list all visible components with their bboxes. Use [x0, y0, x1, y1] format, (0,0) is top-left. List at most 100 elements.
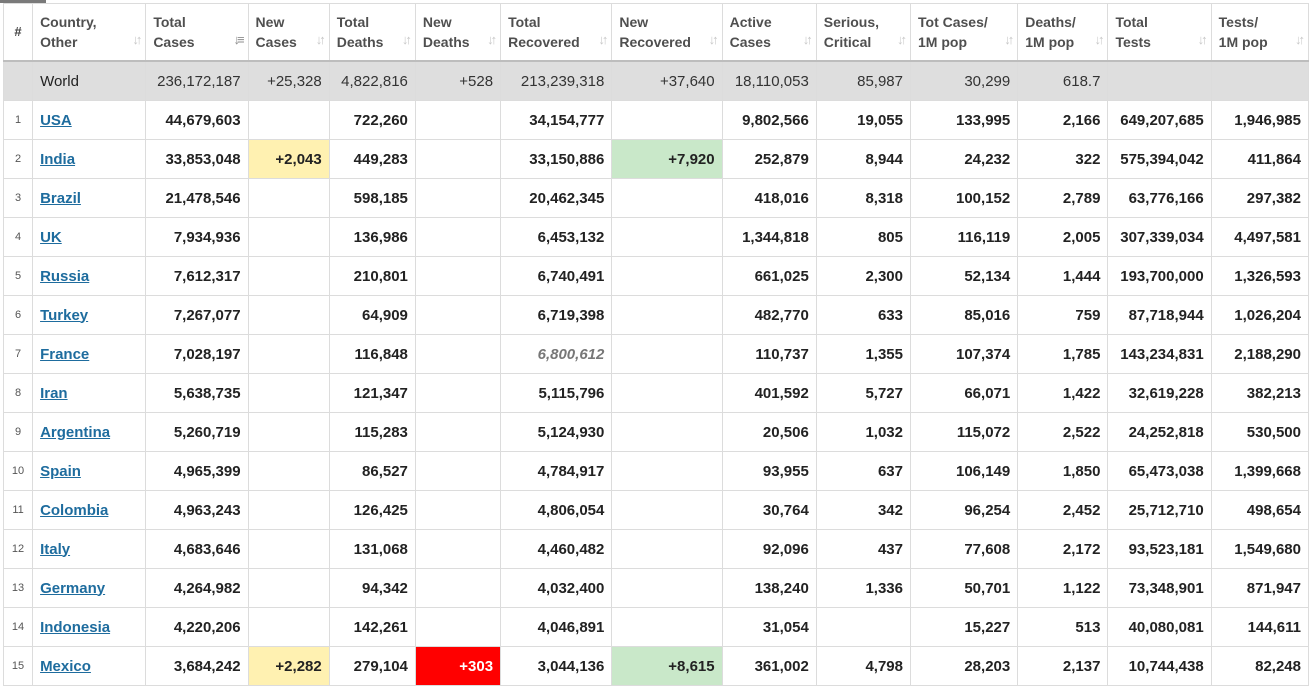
total-recovered-cell: 4,032,400 — [500, 568, 613, 608]
country-link[interactable]: Russia — [40, 267, 90, 285]
column-header-total-tests[interactable]: Total Tests ↓↑ — [1107, 3, 1212, 62]
country-link[interactable]: Indonesia — [40, 618, 111, 636]
sort-both-icon[interactable]: ↓↑ — [897, 32, 907, 47]
tests-per-1m-cell: 82,248 — [1210, 646, 1309, 686]
total-tests-cell: 65,473,038 — [1107, 451, 1212, 491]
country-cell: USA — [32, 100, 147, 140]
total-cases-cell: 3,684,242 — [145, 646, 249, 686]
total-cases-cell: 7,612,317 — [145, 256, 249, 296]
column-header-new-deaths[interactable]: New Deaths ↓↑ — [414, 3, 502, 62]
deaths-per-1m-cell: 2,172 — [1017, 529, 1109, 569]
country-link[interactable]: Germany — [40, 579, 106, 597]
column-header-deaths-per-1m[interactable]: Deaths/1M pop ↓↑ — [1017, 3, 1109, 62]
country-link[interactable]: India — [40, 150, 76, 168]
sort-both-icon[interactable]: ↓↑ — [315, 32, 326, 47]
country-cell: Colombia — [32, 490, 147, 530]
sort-both-icon[interactable]: ↓↑ — [802, 32, 813, 47]
total-deaths-cell: 64,909 — [328, 295, 416, 335]
rank-cell: 12 — [2, 529, 34, 569]
top-scroll-indicator — [0, 0, 46, 3]
column-header-serious-critical[interactable]: Serious, Critical ↓↑ — [815, 3, 912, 62]
country-link[interactable]: Turkey — [40, 306, 89, 324]
total-cases-cell: 4,220,206 — [145, 607, 249, 647]
rank-cell: 6 — [2, 295, 34, 335]
column-header-total-recovered[interactable]: Total Recovered ↓↑ — [500, 3, 613, 62]
sort-both-icon[interactable]: ↓↑ — [132, 32, 142, 47]
column-header-country[interactable]: Country, Other ↓↑ — [32, 3, 147, 62]
new-recovered-cell — [611, 217, 723, 257]
column-header-rank[interactable]: # — [2, 3, 34, 62]
new-recovered-cell — [611, 295, 723, 335]
table-row: 8 Iran 5,638,735 121,347 5,115,796 401,592 5,7… — [2, 373, 1309, 413]
new-deaths-cell — [414, 412, 502, 452]
new-deaths-cell — [414, 256, 502, 296]
sort-both-icon[interactable]: ↓↑ — [1295, 32, 1305, 47]
sort-both-icon[interactable]: ↓↑ — [1094, 32, 1104, 47]
total-cases-cell: 7,934,936 — [145, 217, 249, 257]
total-deaths-cell: 598,185 — [328, 178, 416, 218]
tests-per-1m-cell: 297,382 — [1210, 178, 1309, 218]
total-tests-cell: 143,234,831 — [1107, 334, 1212, 374]
sort-both-icon[interactable]: ↓↑ — [598, 32, 608, 47]
total-deaths-cell: 4,822,816 — [328, 60, 416, 101]
country-cell: France — [32, 334, 147, 374]
tests-per-1m-cell: 382,213 — [1210, 373, 1309, 413]
country-link[interactable]: France — [40, 345, 90, 363]
total-recovered-cell: 20,462,345 — [500, 178, 613, 218]
deaths-per-1m-cell: 322 — [1017, 139, 1109, 179]
deaths-per-1m-cell: 2,789 — [1017, 178, 1109, 218]
country-link[interactable]: Iran — [40, 384, 68, 402]
sort-both-icon[interactable]: ↓↑ — [1197, 32, 1208, 47]
column-header-new-recovered[interactable]: New Recovered ↓↑ — [611, 3, 723, 62]
active-cases-cell: 9,802,566 — [721, 100, 817, 140]
total-cases-cell: 44,679,603 — [145, 100, 249, 140]
table-row: 3 Brazil 21,478,546 598,185 20,462,345 418,01… — [2, 178, 1309, 218]
total-deaths-cell: 210,801 — [328, 256, 416, 296]
sort-both-icon[interactable]: ↓↑ — [1004, 32, 1014, 47]
column-header-new-cases[interactable]: New Cases ↓↑ — [247, 3, 330, 62]
sort-both-icon[interactable]: ↓↑ — [487, 32, 497, 47]
total-tests-cell: 25,712,710 — [1107, 490, 1212, 530]
rank-cell — [2, 60, 34, 101]
cases-per-1m-cell: 24,232 — [909, 139, 1019, 179]
total-cases-cell: 5,638,735 — [145, 373, 249, 413]
tests-per-1m-cell: 1,946,985 — [1210, 100, 1309, 140]
serious-critical-cell: 637 — [815, 451, 912, 491]
serious-critical-cell: 4,798 — [815, 646, 912, 686]
serious-critical-cell: 342 — [815, 490, 912, 530]
country-cell: Mexico — [32, 646, 147, 686]
column-header-label: 1M pop — [918, 34, 967, 50]
total-recovered-cell: 6,800,612 — [500, 334, 613, 374]
country-link[interactable]: Italy — [40, 540, 71, 558]
sort-both-icon[interactable]: ↓↑ — [401, 32, 412, 47]
total-recovered-cell: 34,154,777 — [500, 100, 613, 140]
column-header-active-cases[interactable]: Active Cases ↓↑ — [721, 3, 817, 62]
deaths-per-1m-cell: 513 — [1017, 607, 1109, 647]
cases-per-1m-cell: 52,134 — [909, 256, 1019, 296]
column-header-tests-per-1m[interactable]: Tests/1M pop ↓↑ — [1210, 3, 1309, 62]
new-recovered-cell: +8,615 — [611, 646, 723, 686]
cases-per-1m-cell: 116,119 — [909, 217, 1019, 257]
country-link[interactable]: Argentina — [40, 423, 111, 441]
column-header-total-cases[interactable]: Total Cases ↓≡ — [145, 3, 249, 62]
new-deaths-cell — [414, 490, 502, 530]
country-link[interactable]: Brazil — [40, 189, 81, 207]
new-recovered-cell — [611, 334, 723, 374]
country-link[interactable]: Colombia — [40, 501, 109, 519]
country-link[interactable]: Mexico — [40, 657, 91, 675]
sort-both-icon[interactable]: ↓↑ — [708, 32, 719, 47]
country-link[interactable]: USA — [40, 111, 72, 129]
country-link[interactable]: Spain — [40, 462, 81, 480]
new-cases-cell: +25,328 — [247, 60, 330, 101]
active-cases-cell: 92,096 — [721, 529, 817, 569]
column-header-total-deaths[interactable]: Total Deaths ↓↑ — [328, 3, 416, 62]
column-header-cases-per-1m[interactable]: Tot Cases/1M pop ↓↑ — [909, 3, 1019, 62]
cases-per-1m-cell: 15,227 — [909, 607, 1019, 647]
total-deaths-cell: 94,342 — [328, 568, 416, 608]
serious-critical-cell: 437 — [815, 529, 912, 569]
column-header-label: Active — [729, 14, 772, 30]
deaths-per-1m-cell: 759 — [1017, 295, 1109, 335]
active-cases-cell: 1,344,818 — [721, 217, 817, 257]
country-link[interactable]: UK — [40, 228, 62, 246]
sort-descending-icon[interactable]: ↓≡ — [233, 32, 244, 47]
